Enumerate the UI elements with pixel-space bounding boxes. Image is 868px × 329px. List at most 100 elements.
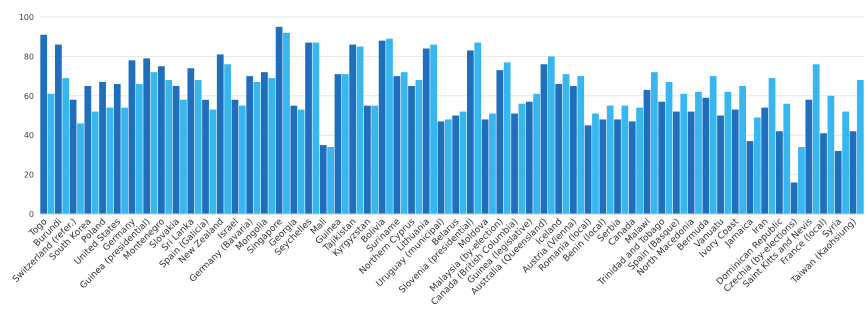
bar [614,119,621,214]
bar [150,72,158,214]
bar [812,64,820,214]
bar [503,62,511,215]
bar [753,117,761,214]
bar [805,99,813,214]
bar [209,109,217,214]
bar [444,119,452,214]
bar [430,44,437,214]
bar [312,42,320,214]
bar [158,66,165,214]
bar [599,119,607,214]
bar [724,91,732,214]
bar [165,80,173,214]
bar [415,80,423,214]
bar [533,93,540,214]
bar [842,111,849,214]
bar [665,82,673,214]
bar [547,56,555,215]
bar [422,48,430,214]
bar [261,72,268,214]
y-tick-label: 20 [24,171,34,180]
bar [592,113,599,214]
bar [496,70,504,214]
bar [437,121,445,214]
bar [761,107,769,214]
bar [378,40,386,214]
bar [290,105,298,214]
bar [187,68,195,214]
bar [99,82,106,214]
bar [452,115,460,214]
bar [820,133,827,214]
bar [180,99,187,214]
bar [489,113,496,214]
bar [768,78,776,214]
bar [172,85,180,214]
bar [562,74,570,214]
bar [268,78,276,214]
bar [739,85,746,214]
bar [584,125,592,214]
y-tick-label: 100 [19,13,34,22]
bar [518,103,526,214]
bar [459,111,467,214]
bar [69,99,77,214]
bar [687,111,695,214]
bar [135,83,143,214]
bar [790,182,798,214]
bar [364,105,371,214]
bar [658,101,666,214]
bar [650,72,658,214]
bar [555,83,563,214]
y-tick-label: 80 [24,52,34,61]
bar [776,131,783,214]
bar [121,107,128,214]
bar [113,83,121,214]
bar [474,42,482,214]
bar [621,105,629,214]
bar [231,99,239,214]
bar [356,46,364,214]
bar [224,64,231,214]
bar [246,76,254,214]
bar [746,141,754,214]
bar [709,76,717,214]
bar [467,50,474,214]
bar [319,145,327,214]
bar [62,78,70,214]
bar [283,32,290,215]
bar [577,76,585,214]
bar [731,109,739,214]
bar [636,107,643,214]
y-axis: 0 20 40 60 80 100 [19,13,34,219]
bar [628,121,636,214]
bar [40,34,48,215]
bars [40,26,864,215]
bar [393,76,401,214]
bar [327,147,334,214]
bar [680,93,688,214]
bar [216,54,224,215]
bar [91,111,99,214]
bar [386,38,393,214]
bar [106,107,114,214]
bar [570,85,577,214]
bar [55,44,62,214]
bar [341,74,349,214]
bar [798,147,805,214]
bar [695,91,702,214]
bar [481,119,489,214]
bar [408,85,415,214]
bar [717,115,724,214]
bar [253,82,261,214]
bar [511,113,518,214]
bar [702,97,710,214]
bar [77,123,84,214]
bar [606,105,614,214]
bar [783,103,791,214]
bar [643,89,651,214]
bar [238,105,246,214]
